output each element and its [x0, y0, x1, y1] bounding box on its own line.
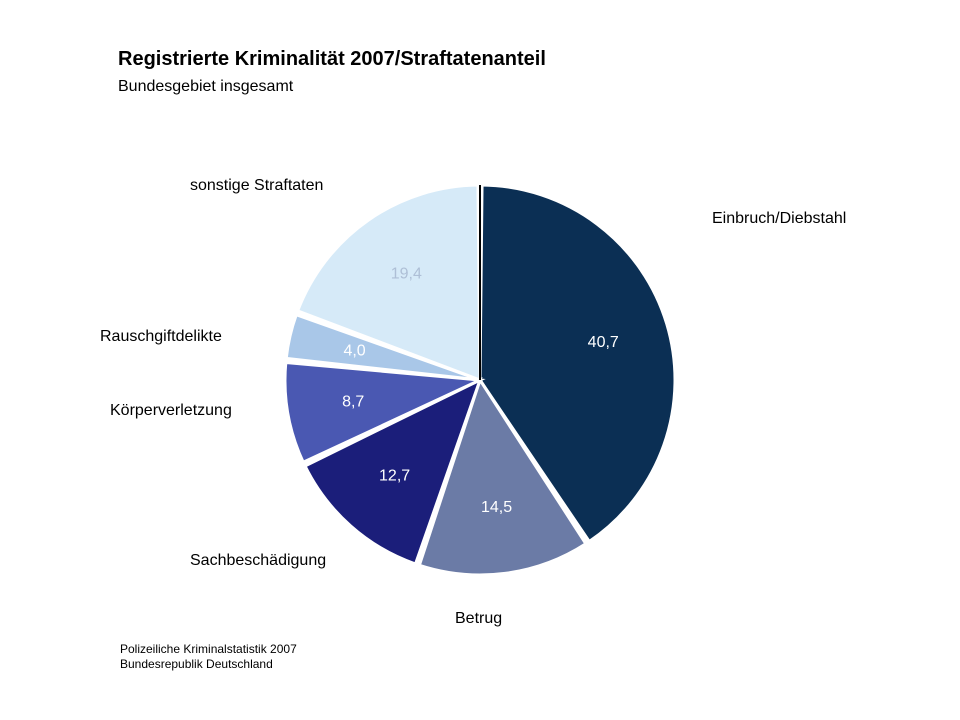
pie-value-rauschgift: 4,0	[343, 342, 365, 359]
footnote-line-1: Polizeiliche Kriminalstatistik 2007	[120, 642, 297, 656]
pie-label-sachbeschaedigung: Sachbeschädigung	[190, 552, 326, 570]
pie-value-sonstige: 19,4	[391, 266, 422, 283]
pie-value-einbruch: 40,7	[588, 334, 619, 351]
chart-footnote: Polizeiliche Kriminalstatistik 2007 Bund…	[120, 642, 297, 672]
pie-label-einbruch: Einbruch/Diebstahl	[712, 210, 846, 228]
pie-label-koerperverletzung: Körperverletzung	[110, 402, 232, 420]
pie-value-koerperverletzung: 8,7	[342, 393, 364, 410]
pie-value-betrug: 14,5	[481, 499, 512, 516]
pie-label-rauschgift: Rauschgiftdelikte	[100, 328, 222, 346]
pie-label-betrug: Betrug	[455, 610, 502, 628]
footnote-line-2: Bundesrepublik Deutschland	[120, 657, 273, 671]
pie-label-sonstige: sonstige Straftaten	[190, 177, 323, 195]
pie-value-sachbeschaedigung: 12,7	[379, 467, 410, 484]
